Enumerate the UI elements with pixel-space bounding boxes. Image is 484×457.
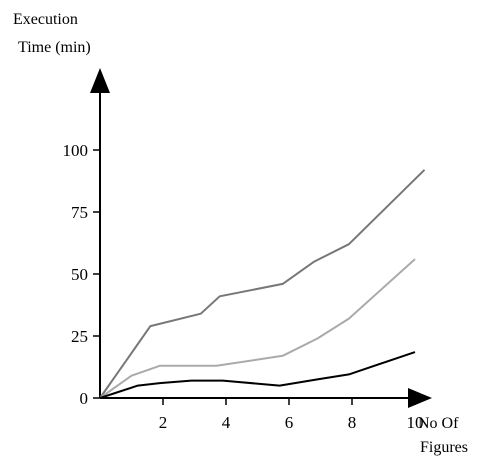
series-line-2: [99, 258, 416, 399]
y-tick-label-4: 100: [63, 141, 89, 160]
tick-layer: 0 25 50 75 100 2 4 6 8 10: [63, 141, 424, 432]
series-line-1: [99, 169, 426, 399]
x-tick-label-1: 4: [222, 413, 231, 432]
x-tick-label-2: 6: [285, 413, 294, 432]
y-tick-label-3: 75: [71, 203, 88, 222]
y-tick-label-2: 50: [71, 265, 88, 284]
y-axis-label-line-1: Execution: [13, 11, 78, 28]
x-tick-label-3: 8: [348, 413, 357, 432]
axes: [90, 68, 432, 408]
x-axis-label-line-2: Figures: [420, 439, 468, 456]
x-tick-label-4: 10: [407, 413, 424, 432]
series-layer: [99, 169, 426, 399]
x-axis-label-line-1: No Of: [418, 415, 459, 432]
x-axis-arrowhead: [408, 388, 432, 408]
y-axis-arrowhead: [90, 68, 110, 93]
y-tick-label-0: 0: [80, 389, 89, 408]
series-line-3: [99, 351, 416, 399]
x-tick-label-0: 2: [159, 413, 168, 432]
y-axis-label-line-2: Time (min): [18, 39, 91, 56]
y-tick-label-1: 25: [71, 327, 88, 346]
